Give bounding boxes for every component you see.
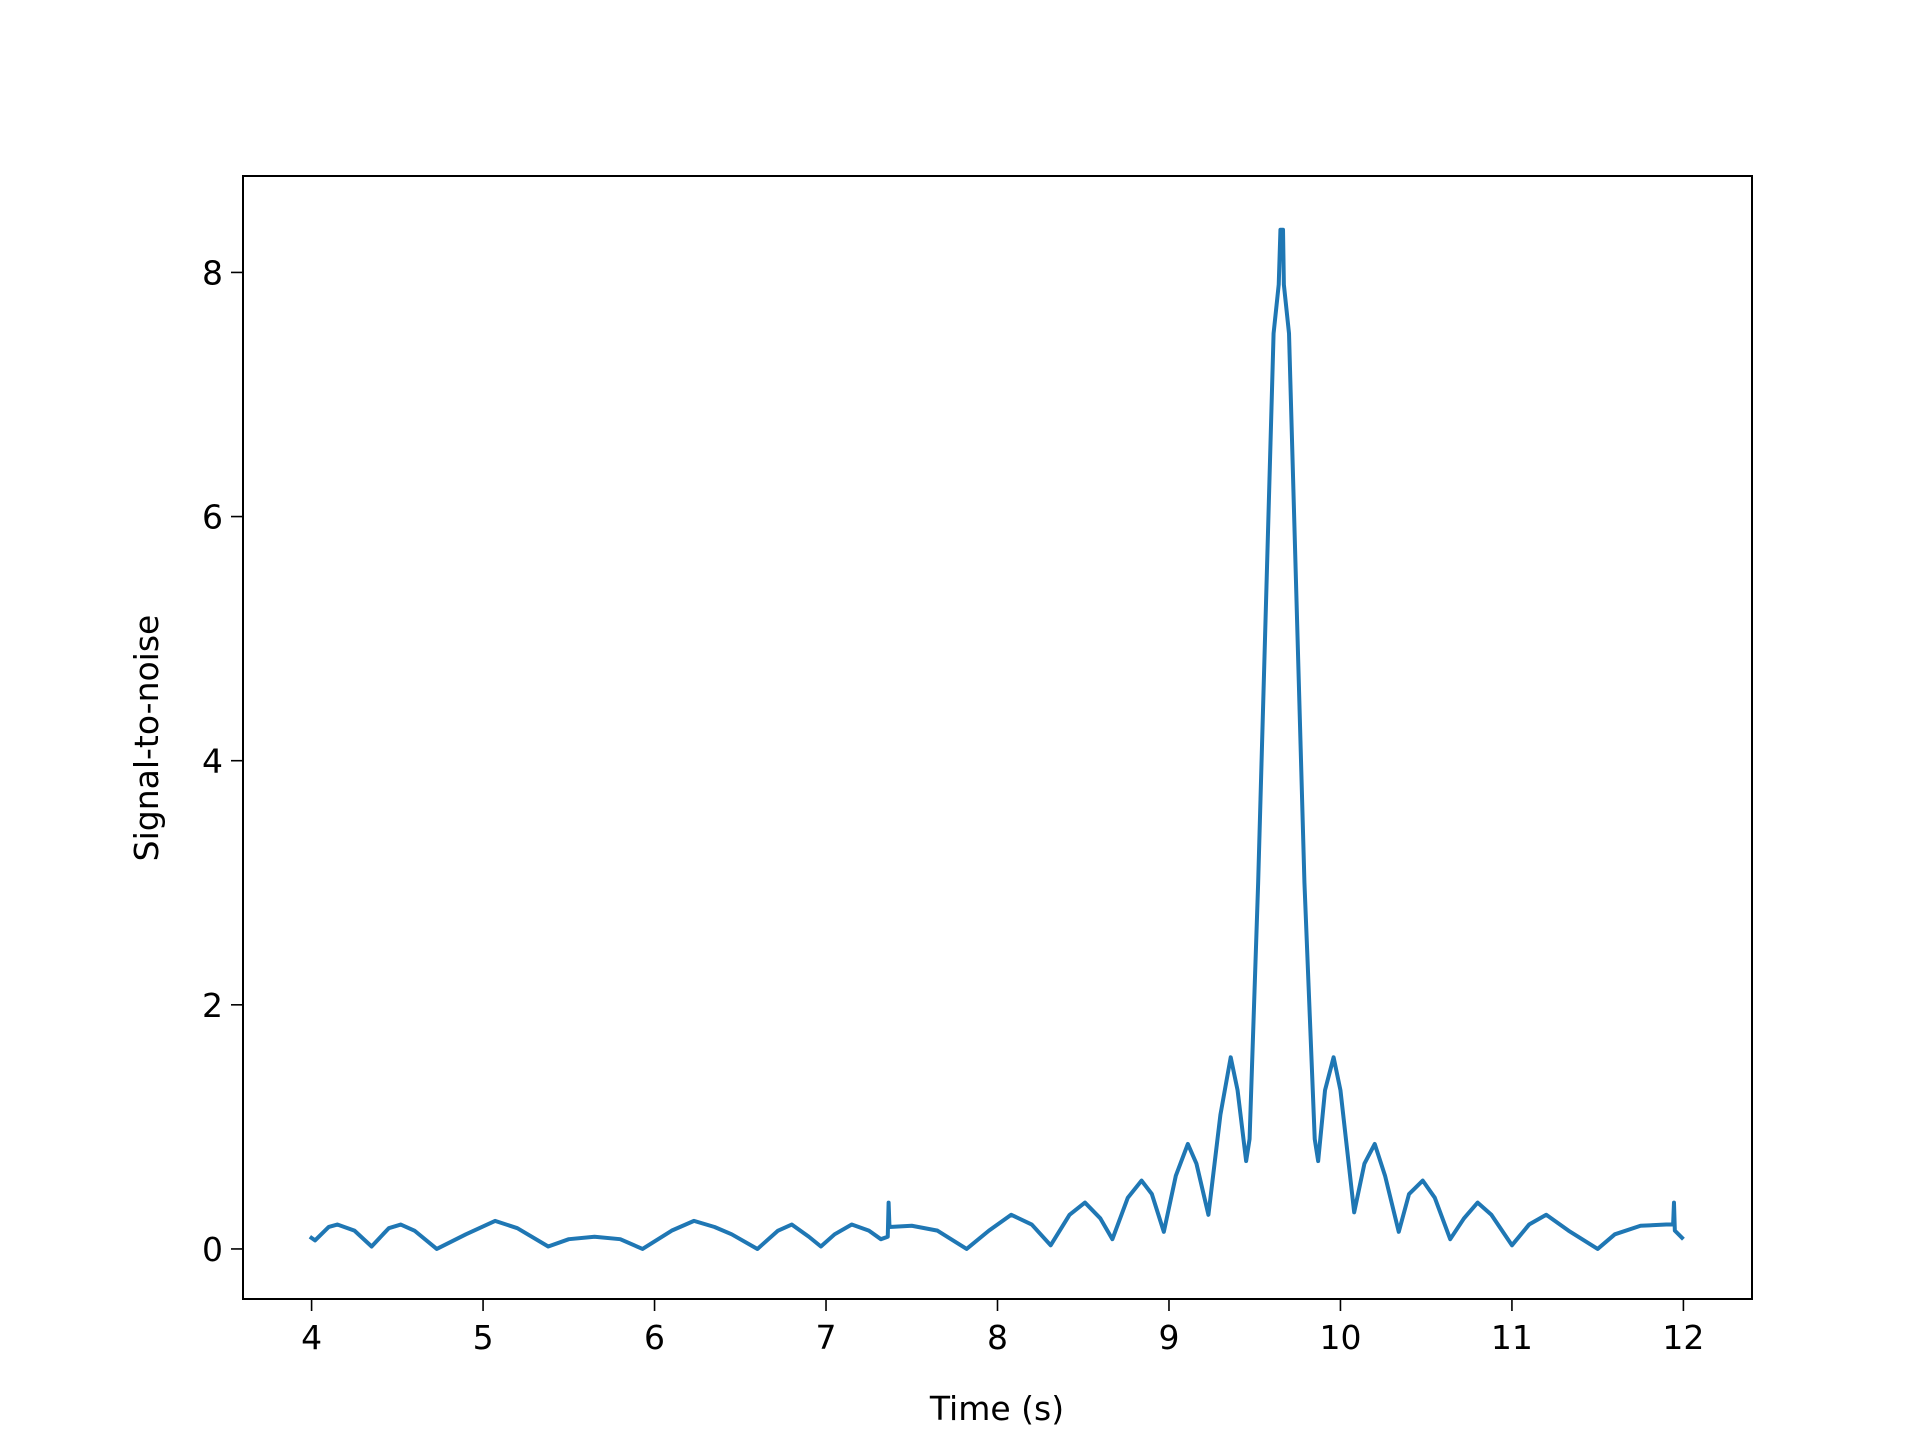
x-axis-label: Time (s)	[929, 1389, 1064, 1428]
y-tick-label: 4	[202, 742, 223, 781]
y-tick-label: 6	[202, 498, 223, 537]
x-tick-label: 8	[987, 1318, 1008, 1357]
x-tick-label: 10	[1319, 1318, 1361, 1357]
x-tick-label: 12	[1662, 1318, 1704, 1357]
x-tick-label: 9	[1158, 1318, 1179, 1357]
y-axis-label: Signal-to-noise	[127, 615, 166, 862]
y-tick-label: 2	[202, 986, 223, 1025]
y-tick-label: 8	[202, 253, 223, 292]
x-tick-label: 11	[1491, 1318, 1533, 1357]
y-tick-label: 0	[202, 1230, 223, 1269]
x-tick-label: 4	[301, 1318, 322, 1357]
x-tick-label: 5	[473, 1318, 494, 1357]
signal-line	[308, 227, 1685, 1251]
x-tick-label: 7	[816, 1318, 837, 1357]
plot-frame	[242, 175, 1753, 1300]
x-tick-label: 6	[644, 1318, 665, 1357]
